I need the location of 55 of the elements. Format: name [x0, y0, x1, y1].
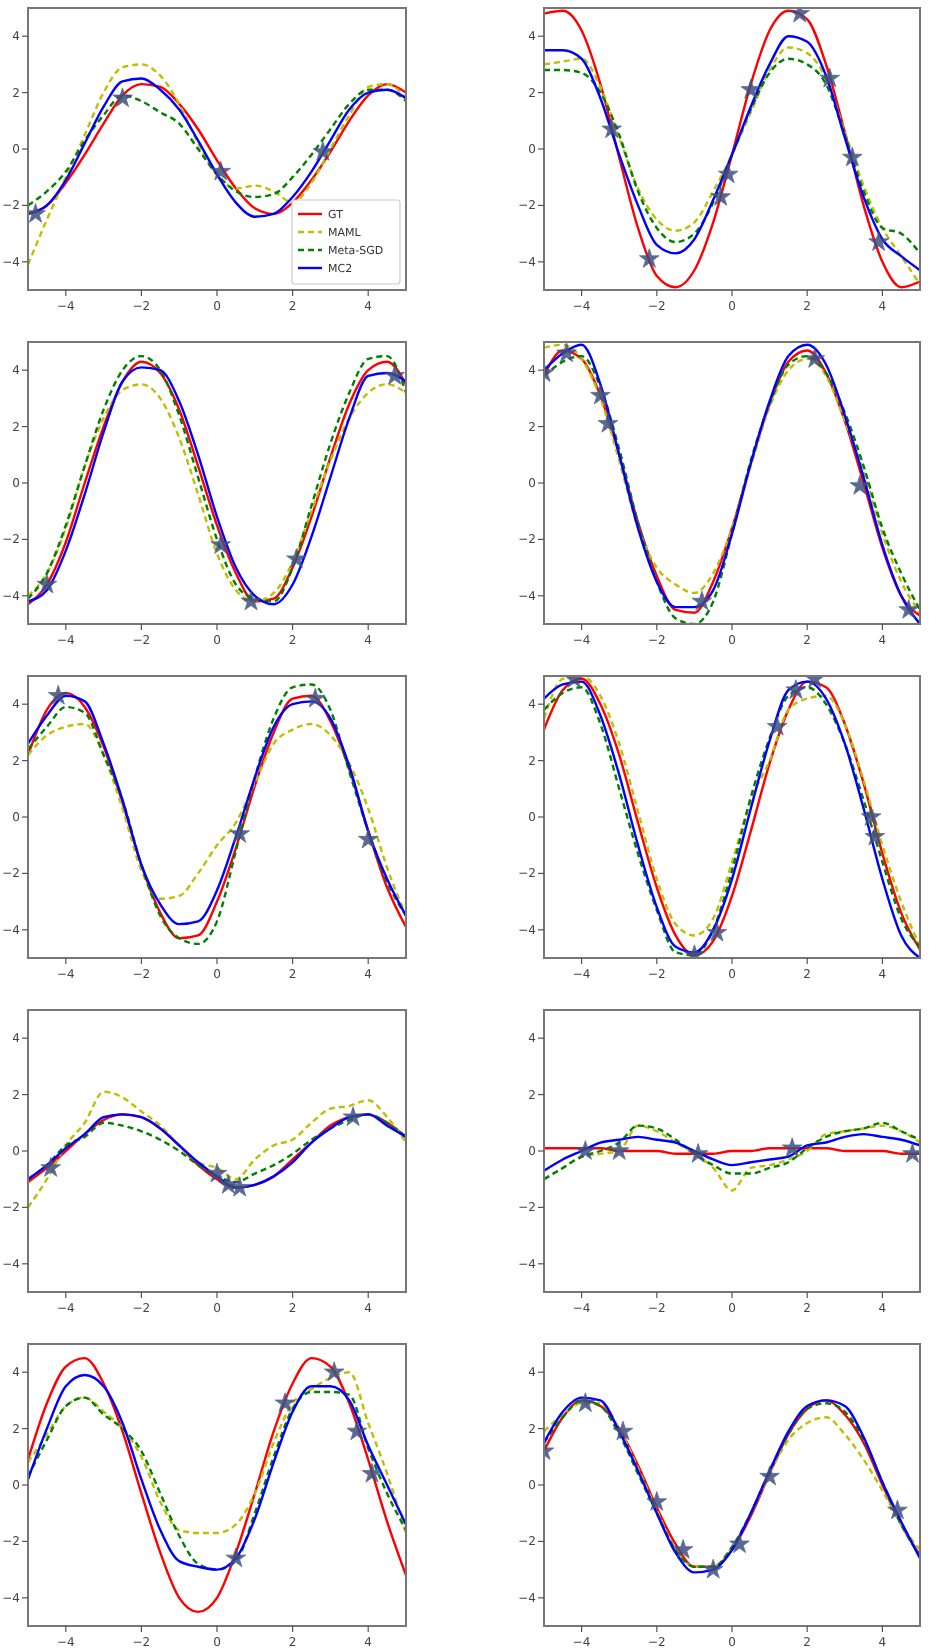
line-series — [544, 1121, 920, 1181]
point — [240, 590, 262, 611]
point — [225, 1547, 247, 1568]
point — [887, 1499, 908, 1520]
point — [710, 186, 731, 206]
point — [819, 67, 840, 88]
point — [718, 163, 739, 184]
point — [206, 1162, 228, 1183]
point — [40, 1157, 61, 1177]
point — [766, 716, 788, 736]
point — [691, 590, 713, 611]
line-series — [28, 1090, 406, 1209]
line-series — [28, 1356, 406, 1614]
point — [898, 599, 919, 619]
point — [646, 1491, 668, 1511]
point — [601, 118, 622, 139]
point — [210, 160, 232, 181]
point — [597, 413, 619, 433]
point — [112, 87, 133, 107]
line-series — [28, 63, 406, 266]
point — [702, 1558, 724, 1579]
point — [305, 687, 326, 708]
point — [729, 1533, 750, 1553]
point — [868, 231, 889, 251]
point — [229, 823, 250, 843]
point — [706, 921, 728, 942]
point — [312, 141, 334, 161]
point — [274, 1392, 296, 1412]
point — [672, 1539, 694, 1559]
point — [556, 342, 577, 363]
line-series — [544, 1132, 920, 1172]
point — [864, 826, 886, 846]
point — [590, 384, 611, 405]
point — [323, 1361, 345, 1381]
point — [639, 248, 660, 268]
point — [346, 1420, 368, 1441]
point — [612, 1420, 634, 1441]
point — [804, 348, 825, 368]
point — [48, 685, 69, 705]
point — [384, 365, 405, 385]
point — [286, 548, 307, 568]
line-series — [544, 57, 920, 255]
point — [575, 1392, 596, 1412]
point — [218, 1174, 239, 1194]
point — [36, 573, 58, 594]
point — [849, 475, 871, 495]
point — [842, 146, 863, 167]
point — [342, 1106, 364, 1126]
point — [740, 79, 762, 99]
point — [229, 1176, 250, 1197]
point — [357, 828, 379, 849]
point — [210, 534, 232, 554]
point — [860, 806, 882, 826]
point — [759, 1465, 780, 1486]
point — [361, 1462, 383, 1483]
